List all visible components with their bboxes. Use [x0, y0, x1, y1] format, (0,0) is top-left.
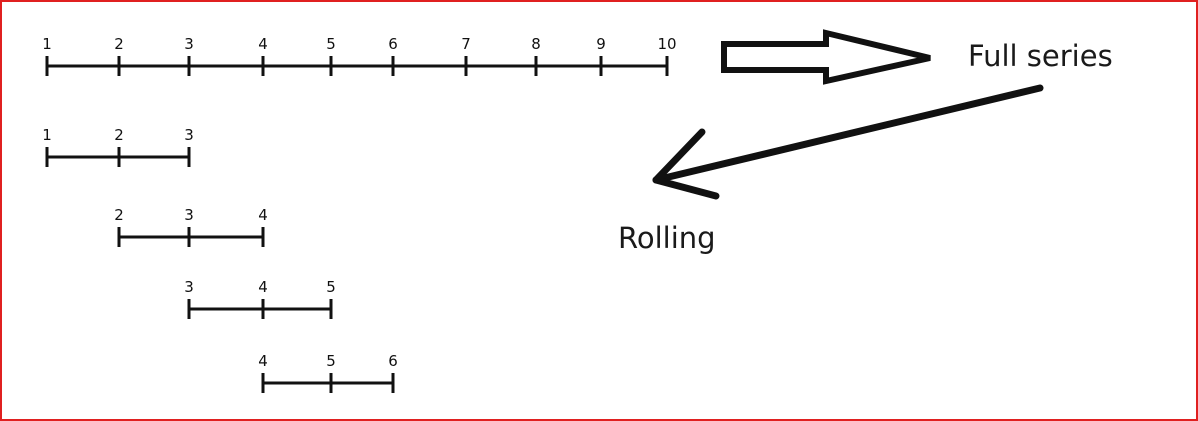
rolling-window-4: 4 5 6	[258, 352, 398, 393]
hollow-right-arrow-icon	[721, 29, 931, 85]
window-4-tick-label-4: 4	[258, 352, 268, 370]
window-4-tick-label-6: 6	[388, 352, 398, 370]
window-1-tick-label-3: 3	[184, 126, 194, 144]
full-series-tick-label-9: 9	[596, 35, 606, 53]
window-3-tick-label-5: 5	[326, 278, 336, 296]
full-series-tick-label-3: 3	[184, 35, 194, 53]
full-series-tick-label-1: 1	[42, 35, 52, 53]
left-pointing-arrow-icon	[652, 84, 1044, 200]
rolling-windows: 1 2 3 2 3 4 3 4 5 4 5 6	[42, 126, 398, 393]
full-series-timeline: 1 2 3 4 5 6 7 8 9 10	[42, 35, 677, 76]
full-series-tick-label-10: 10	[657, 35, 676, 53]
full-series-tick-label-4: 4	[258, 35, 268, 53]
window-1-tick-label-1: 1	[42, 126, 52, 144]
rolling-window-1: 1 2 3	[42, 126, 194, 167]
full-series-tick-label-5: 5	[326, 35, 336, 53]
window-3-tick-label-4: 4	[258, 278, 268, 296]
window-2-tick-label-3: 3	[184, 206, 194, 224]
window-3-tick-label-3: 3	[184, 278, 194, 296]
window-4-tick-label-5: 5	[326, 352, 336, 370]
full-series-tick-label-8: 8	[531, 35, 541, 53]
rolling-label: Rolling	[618, 221, 716, 255]
rolling-window-2: 2 3 4	[114, 206, 268, 247]
window-1-tick-label-2: 2	[114, 126, 124, 144]
full-series-tick-label-6: 6	[388, 35, 398, 53]
rolling-window-3: 3 4 5	[184, 278, 336, 319]
full-series-tick-label-7: 7	[461, 35, 471, 53]
full-series-tick-label-2: 2	[114, 35, 124, 53]
window-2-tick-label-2: 2	[114, 206, 124, 224]
window-2-tick-label-4: 4	[258, 206, 268, 224]
full-series-label: Full series	[968, 39, 1113, 73]
